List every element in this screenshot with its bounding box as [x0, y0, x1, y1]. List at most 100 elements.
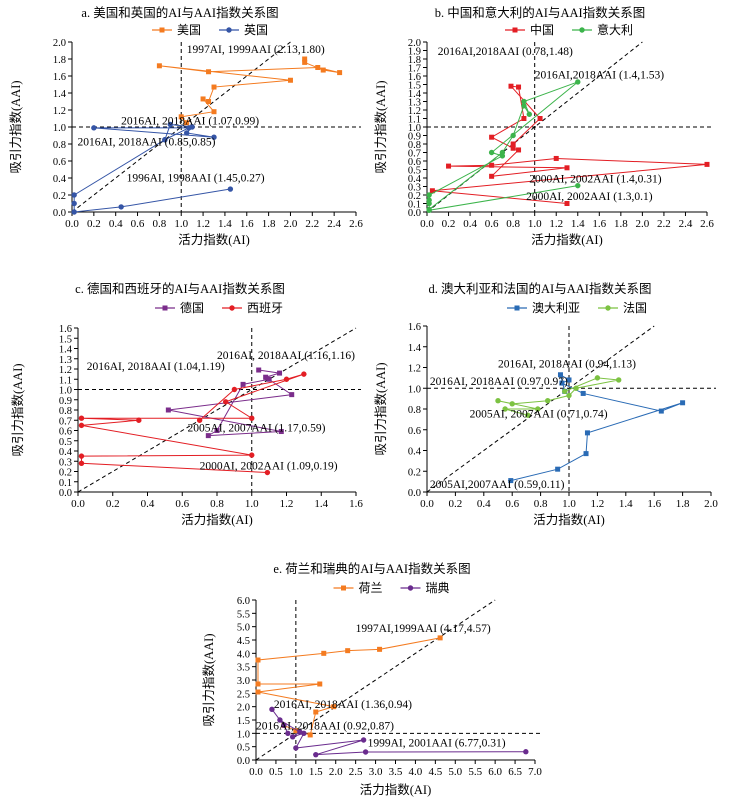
- x-tick-label: 1.0: [562, 498, 576, 510]
- x-tick-label: 0.8: [153, 218, 167, 230]
- y-tick-label: 0.4: [408, 174, 422, 185]
- x-tick-label: 2.0: [329, 766, 343, 778]
- x-tick-label: 2.5: [349, 766, 363, 778]
- x-tick-label: 1.6: [647, 498, 661, 510]
- annotation-label: 2016AI, 2018AAI (0.92,0.87): [256, 720, 394, 732]
- legend-marker: [407, 585, 414, 591]
- y-tick-label: 0.2: [408, 467, 421, 478]
- x-tick-label: 0.8: [506, 218, 520, 230]
- x-tick-label: 2.0: [704, 498, 718, 510]
- data-point: [211, 84, 217, 90]
- reference-diagonal: [77, 327, 357, 493]
- x-tick-label: 1.4: [314, 498, 328, 510]
- chart-title: a. 美国和英国的AI与AAI指数关系图: [81, 5, 278, 20]
- data-point: [537, 116, 543, 121]
- legend-label: 澳大利亚: [532, 301, 580, 315]
- y-tick-label: 1.4: [408, 343, 422, 354]
- y-tick-label: 1.6: [53, 72, 66, 83]
- y-tick-label: 0.5: [408, 166, 421, 177]
- annotation-label: 1997AI, 1999AAI (2.13,1.80): [187, 44, 325, 56]
- data-point: [285, 730, 291, 737]
- data-point: [510, 141, 516, 147]
- annotation-label: 1997AI,1999AAI (4.17,4.57): [356, 623, 491, 635]
- y-tick-label: 1.0: [53, 123, 66, 134]
- data-point: [297, 729, 303, 735]
- data-point: [345, 648, 351, 654]
- y-tick-label: 1.1: [408, 115, 421, 126]
- data-point: [211, 134, 217, 140]
- data-point: [555, 466, 561, 472]
- legend-marker: [514, 305, 520, 311]
- data-point: [78, 460, 85, 466]
- data-point: [189, 124, 195, 130]
- x-tick-label: 1.2: [591, 498, 605, 510]
- data-point: [256, 367, 262, 373]
- x-tick-label: 0.5: [269, 766, 283, 778]
- data-point: [508, 83, 514, 89]
- y-tick-label: 0.8: [59, 406, 72, 417]
- data-point: [313, 751, 319, 758]
- annotation-label: 2016AI,2018AAI (1.4,1.53): [535, 70, 665, 82]
- data-point: [557, 372, 563, 378]
- y-tick-label: 2.5: [237, 689, 250, 700]
- data-point: [277, 717, 283, 723]
- data-point: [205, 433, 211, 439]
- y-axis-label: 吸引力指数(AAI): [373, 80, 388, 173]
- data-point: [489, 134, 495, 140]
- y-tick-label: 2.0: [408, 38, 421, 49]
- chart-panel-d: d. 澳大利亚和法国的AI与AAI指数关系图 0.0 0.2 0.4 0.6 0.8 1.0…: [373, 281, 718, 527]
- data-point: [521, 98, 527, 105]
- y-tick-label: 1.5: [408, 81, 421, 92]
- y-tick-label: 1.8: [408, 55, 421, 66]
- data-point: [255, 689, 261, 695]
- x-tick-label: 2.2: [657, 218, 671, 230]
- y-tick-label: 3.0: [237, 676, 250, 687]
- data-point: [165, 407, 171, 413]
- y-tick-label: 0.1: [408, 200, 421, 211]
- x-tick-label: 1.4: [218, 218, 232, 230]
- data-point: [206, 99, 212, 104]
- x-tick-label: 5.0: [448, 766, 462, 778]
- data-point: [437, 635, 443, 641]
- data-point: [521, 116, 527, 121]
- data-point: [429, 188, 435, 194]
- data-point: [426, 197, 432, 203]
- data-point: [277, 370, 283, 376]
- x-tick-label: 1.6: [240, 218, 254, 230]
- data-point: [510, 145, 516, 151]
- x-tick-label: 0.8: [210, 498, 224, 510]
- annotation-label: 2016AI, 2018AAI (1.07,0.99): [121, 115, 259, 127]
- y-tick-label: 0.6: [59, 427, 72, 438]
- data-point: [206, 69, 212, 75]
- data-point: [510, 132, 516, 139]
- x-tick-label: 0.6: [131, 218, 145, 230]
- x-tick-label: 0.0: [65, 218, 79, 230]
- data-point: [167, 121, 174, 128]
- x-tick-label: 7.0: [528, 766, 542, 778]
- x-tick-label: 4.5: [428, 766, 442, 778]
- x-tick-label: 1.2: [280, 498, 294, 510]
- x-tick-label: 1.6: [349, 498, 363, 510]
- data-point: [196, 417, 203, 423]
- data-point: [71, 209, 77, 215]
- x-tick-label: 6.5: [508, 766, 522, 778]
- annotation-label: 1999AI, 2001AAI (6.77,0.31): [368, 738, 506, 750]
- data-point: [321, 650, 327, 656]
- y-tick-label: 1.0: [408, 384, 421, 395]
- data-point: [156, 63, 162, 69]
- series-line-0: [159, 59, 340, 124]
- x-tick-label: 0.0: [420, 218, 434, 230]
- x-axis-label: 活力指数(AI): [178, 232, 250, 247]
- data-point: [489, 173, 495, 179]
- annotation-label: 2016AI, 2018AAI (1.36,0.94): [274, 699, 412, 711]
- data-point: [559, 380, 565, 386]
- data-point: [489, 162, 495, 168]
- data-point: [516, 147, 522, 153]
- y-tick-label: 0.3: [408, 183, 421, 194]
- data-point: [594, 375, 601, 381]
- y-tick-label: 0.4: [408, 447, 422, 458]
- y-tick-label: 0.6: [53, 157, 66, 168]
- annotation-label: 2000AI, 2002AAI (1.4,0.31): [529, 173, 661, 185]
- data-point: [377, 646, 383, 652]
- data-point: [255, 657, 261, 663]
